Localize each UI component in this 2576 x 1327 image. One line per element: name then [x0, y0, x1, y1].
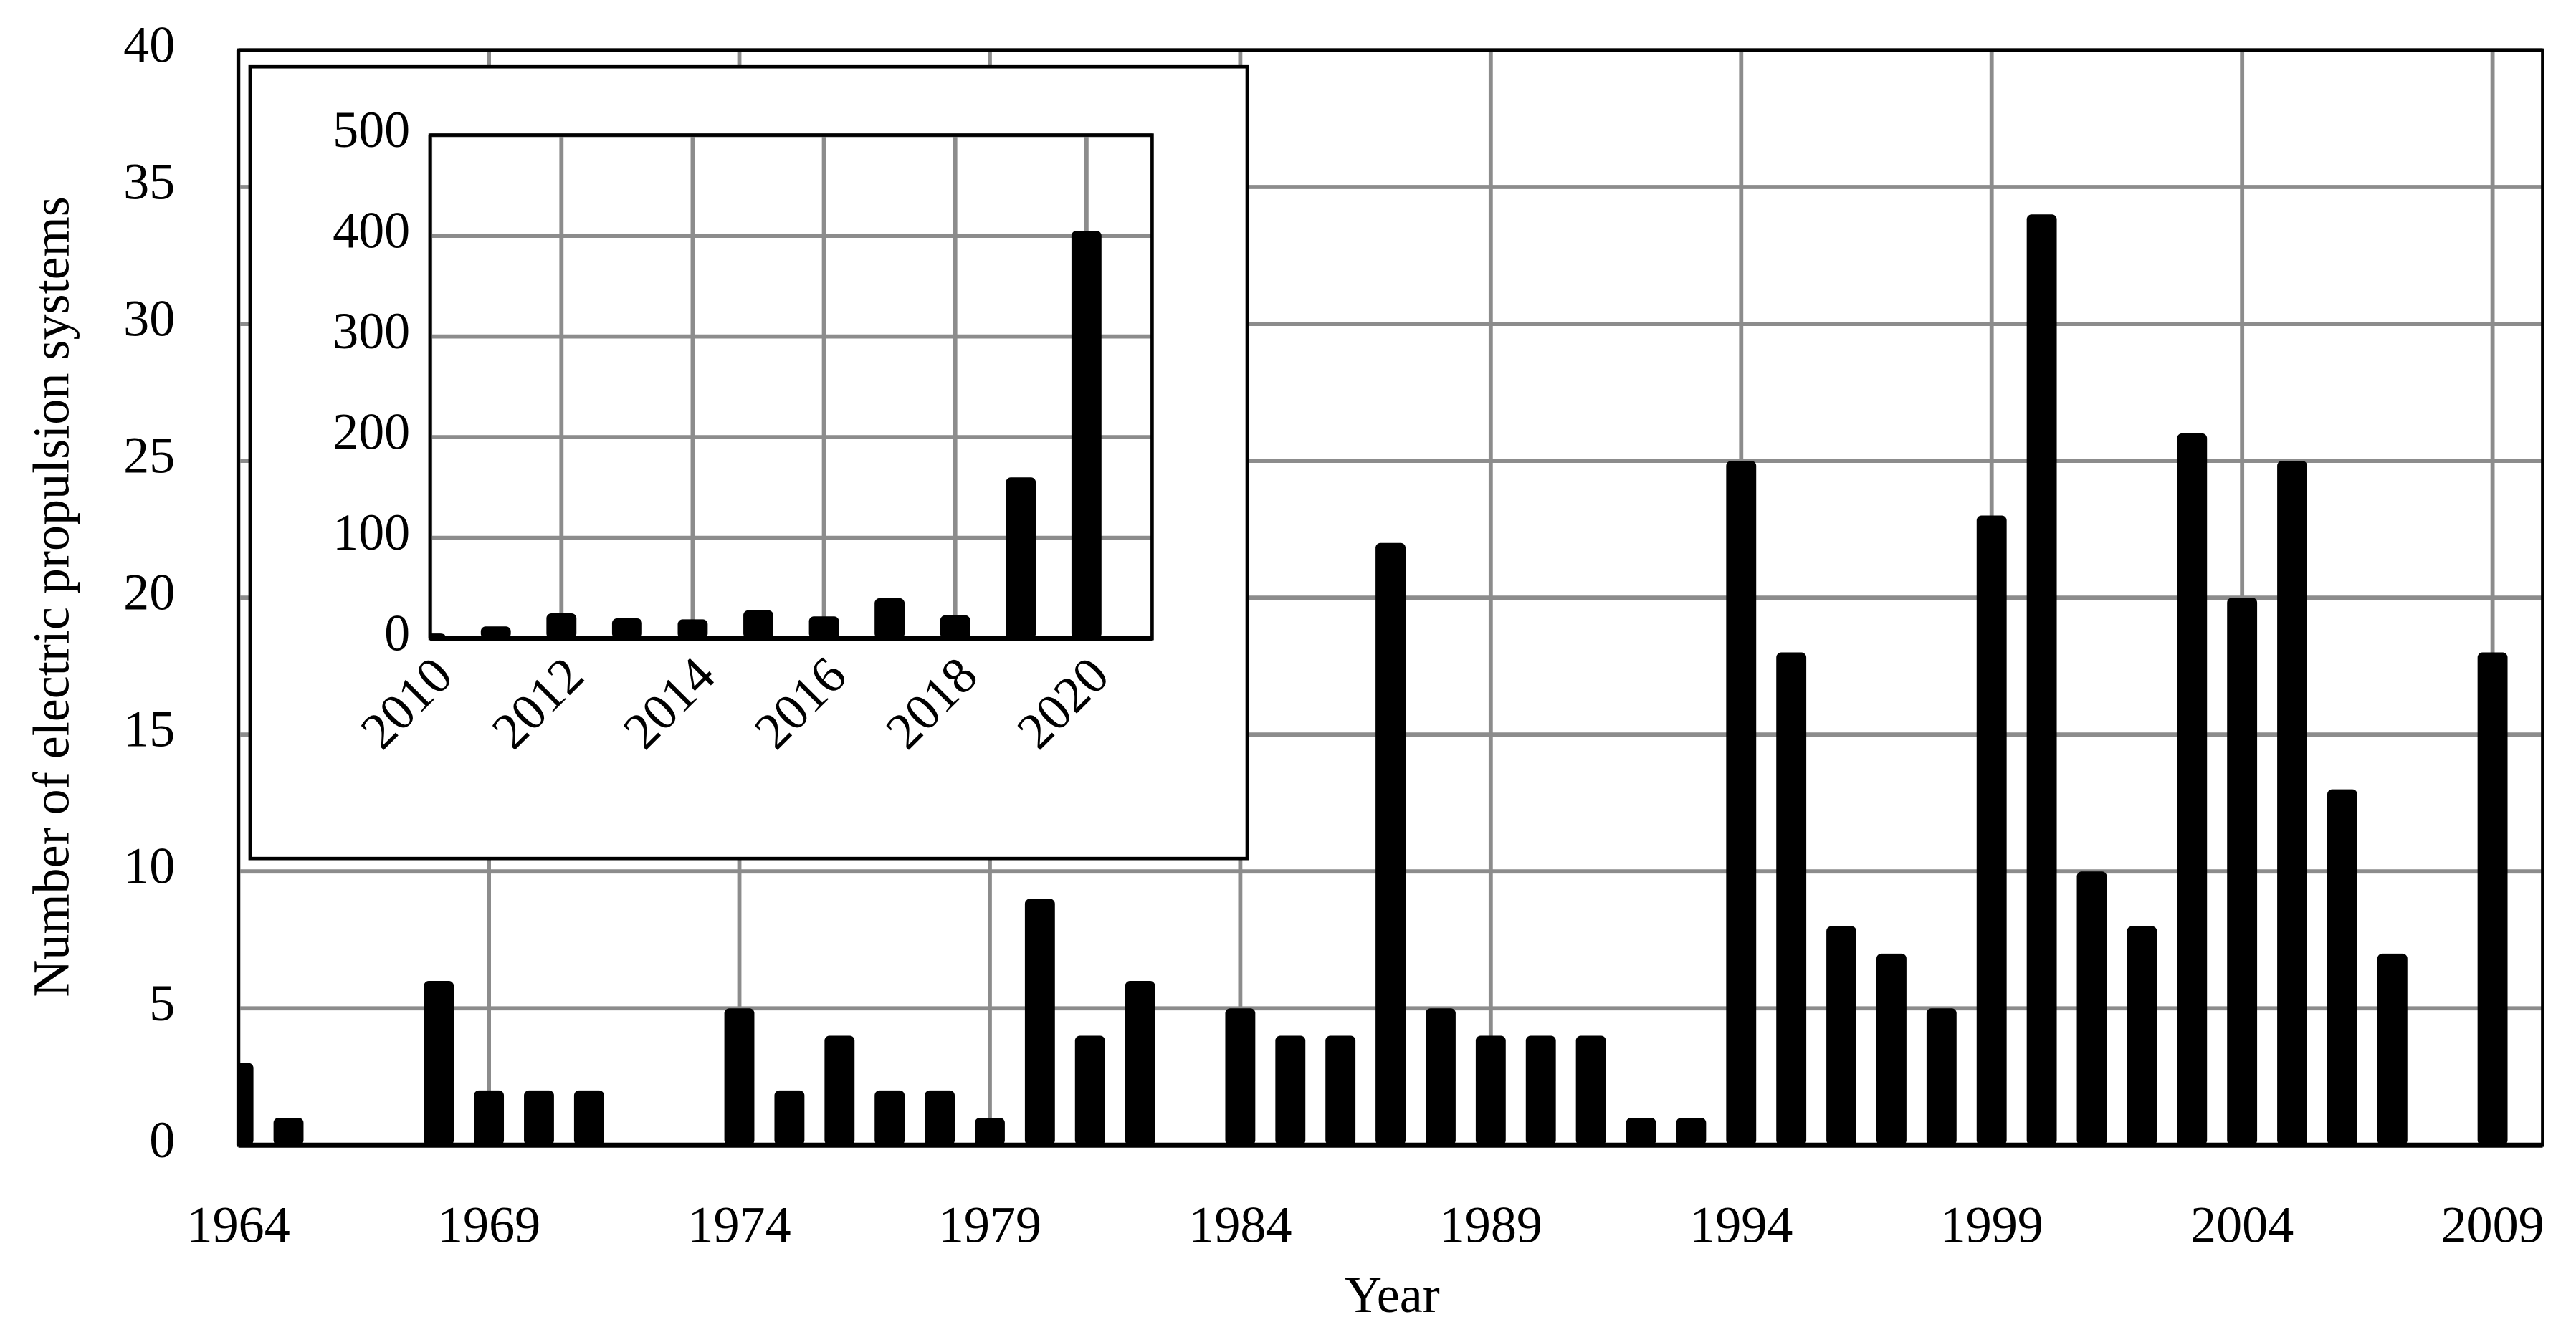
bar [2227, 598, 2258, 1146]
bar [2026, 214, 2057, 1146]
x-tick-label: 1969 [437, 1196, 540, 1253]
bar [1626, 1118, 1656, 1146]
bar [1024, 899, 1055, 1146]
y-tick-label: 0 [149, 1111, 175, 1169]
bar [808, 616, 839, 639]
bar [1375, 542, 1406, 1146]
main-chart: 0 5 10 15 20 25 30 35 40 1964 1969 1974 1979 1984 1989… [123, 16, 2544, 1253]
bar [874, 1090, 905, 1146]
y-tick-label: 35 [123, 153, 175, 211]
bar [573, 1090, 604, 1146]
bar [874, 598, 905, 639]
y-tick-label: 30 [123, 290, 175, 348]
y-tick-label: 100 [333, 504, 410, 561]
bar [2277, 461, 2307, 1146]
x-tick-label: 1989 [1439, 1196, 1542, 1253]
y-tick-label: 500 [333, 101, 410, 158]
bar [1876, 953, 1907, 1146]
bar [1006, 477, 1036, 639]
bar [1074, 1035, 1105, 1146]
bar [677, 619, 708, 639]
bar [1726, 461, 1757, 1146]
bar [1475, 1035, 1506, 1146]
bar [1426, 1008, 1456, 1146]
y-tick-label: 400 [333, 202, 410, 259]
bar [1125, 981, 1155, 1146]
bar [611, 618, 642, 639]
x-tick-label: 1964 [187, 1196, 290, 1253]
bar [2177, 433, 2208, 1146]
y-tick-label: 25 [123, 427, 175, 484]
y-tick-label: 20 [123, 564, 175, 621]
y-tick-label: 5 [149, 974, 175, 1032]
x-axis-label: Year [1345, 1266, 1440, 1323]
y-tick-label: 40 [123, 16, 175, 74]
y-axis-label: Number of electric propulsion systems [23, 196, 80, 997]
bar [1525, 1035, 1556, 1146]
bar [546, 613, 577, 639]
bar [2477, 652, 2508, 1146]
x-tick-label: 1984 [1188, 1196, 1292, 1253]
bar [474, 1090, 505, 1146]
x-tick-label: 2009 [2441, 1196, 2544, 1253]
bar [424, 981, 454, 1146]
bar [2327, 789, 2357, 1146]
y-tick-label: 10 [123, 838, 175, 895]
bar [480, 626, 511, 639]
x-tick-label: 1974 [687, 1196, 791, 1253]
x-tick-label: 1979 [938, 1196, 1041, 1253]
bar [1776, 652, 1807, 1146]
bar [1826, 926, 1856, 1146]
bar [1976, 515, 2007, 1146]
bar [1676, 1118, 1707, 1146]
bar [1275, 1035, 1306, 1146]
y-tick-label: 0 [384, 605, 410, 662]
bar [273, 1118, 304, 1146]
bar [524, 1090, 554, 1146]
y-tick-label: 15 [123, 701, 175, 758]
bar [1575, 1035, 1606, 1146]
bar [824, 1035, 855, 1146]
bar [238, 1063, 254, 1146]
bar [1071, 231, 1102, 639]
x-tick-label: 2004 [2190, 1196, 2294, 1253]
x-tick-label: 1994 [1689, 1196, 1793, 1253]
bar [2377, 953, 2408, 1146]
bar [925, 1090, 955, 1146]
bar [1225, 1008, 1256, 1146]
bar [975, 1118, 1005, 1146]
bar [940, 615, 970, 639]
y-tick-label: 200 [333, 403, 410, 461]
bar [2076, 871, 2107, 1146]
bar [774, 1090, 805, 1146]
bar [2127, 926, 2157, 1146]
y-tick-label: 300 [333, 302, 410, 360]
bar [1325, 1035, 1356, 1146]
bar [724, 1008, 755, 1146]
bar [1926, 1008, 1957, 1146]
bar [743, 610, 773, 639]
x-tick-label: 1999 [1940, 1196, 2043, 1253]
